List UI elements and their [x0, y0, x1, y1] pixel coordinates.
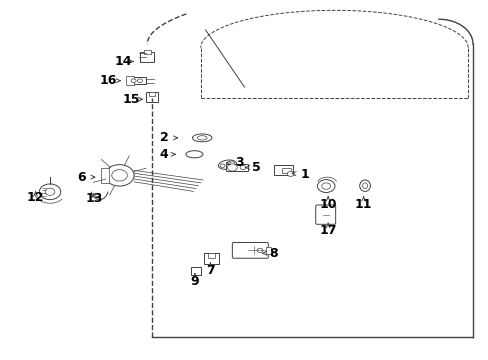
Bar	[143, 50, 150, 54]
Text: 13: 13	[85, 192, 102, 205]
Bar	[101, 168, 109, 183]
Bar	[126, 76, 134, 85]
Ellipse shape	[218, 160, 236, 169]
Text: 3: 3	[235, 156, 244, 169]
Circle shape	[257, 248, 263, 252]
Bar	[149, 93, 155, 96]
Ellipse shape	[362, 183, 367, 189]
Circle shape	[137, 79, 142, 82]
Text: 6: 6	[77, 171, 86, 184]
Circle shape	[317, 180, 334, 193]
Circle shape	[321, 183, 330, 189]
Ellipse shape	[197, 136, 206, 140]
Bar	[132, 77, 145, 84]
Text: 12: 12	[27, 192, 44, 204]
Circle shape	[105, 165, 134, 186]
Bar	[207, 252, 215, 257]
Text: 7: 7	[205, 264, 214, 276]
Ellipse shape	[359, 180, 370, 192]
Circle shape	[39, 184, 61, 200]
Text: 17: 17	[319, 224, 336, 237]
Bar	[274, 165, 292, 175]
Text: 1: 1	[300, 168, 309, 181]
Ellipse shape	[185, 151, 203, 158]
Text: 11: 11	[354, 198, 372, 211]
Text: 4: 4	[160, 148, 168, 161]
Circle shape	[45, 188, 55, 195]
Text: 2: 2	[160, 131, 168, 144]
Circle shape	[220, 164, 224, 167]
Circle shape	[131, 79, 136, 82]
Circle shape	[287, 171, 293, 176]
Bar	[146, 93, 158, 103]
Ellipse shape	[192, 134, 211, 142]
Bar	[282, 168, 290, 173]
Text: 15: 15	[122, 93, 140, 106]
Circle shape	[229, 162, 234, 165]
Circle shape	[227, 164, 237, 171]
Text: 14: 14	[114, 55, 131, 68]
Text: 8: 8	[269, 247, 277, 260]
Bar	[266, 247, 271, 254]
Text: 9: 9	[190, 275, 199, 288]
FancyBboxPatch shape	[315, 205, 335, 224]
Circle shape	[240, 165, 245, 170]
Bar	[226, 164, 247, 171]
Text: 10: 10	[319, 198, 336, 211]
Bar	[190, 267, 201, 275]
Text: 16: 16	[100, 74, 117, 87]
FancyBboxPatch shape	[232, 243, 268, 258]
Circle shape	[112, 170, 127, 181]
Bar	[203, 253, 218, 264]
Bar	[140, 53, 154, 63]
Text: 5: 5	[252, 161, 261, 174]
